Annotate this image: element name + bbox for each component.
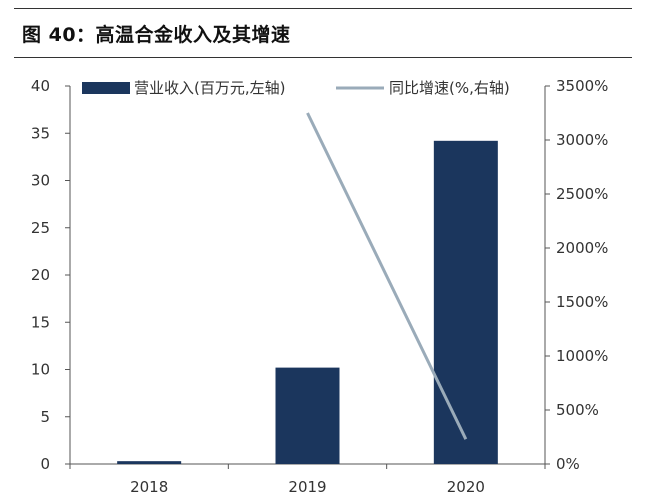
left-y-tick-label: 10 xyxy=(31,361,50,379)
right-y-tick-label: 3500% xyxy=(556,77,608,95)
legend-label-revenue: 营业收入(百万元,左轴) xyxy=(134,79,285,97)
left-y-tick-label: 5 xyxy=(40,408,50,426)
left-y-tick-label: 40 xyxy=(31,77,50,95)
left-y-tick-label: 20 xyxy=(31,266,50,284)
top-rule xyxy=(14,8,632,9)
growth-rate-line xyxy=(306,112,468,440)
x-tick-label: 2018 xyxy=(130,478,168,496)
right-y-tick-label: 1000% xyxy=(556,347,608,365)
bar-2020 xyxy=(433,140,498,464)
legend-label-growth: 同比增速(%,右轴) xyxy=(389,79,510,97)
chart-title: 图 40：高温合金收入及其增速 xyxy=(22,24,291,46)
right-y-tick-label: 2500% xyxy=(556,185,608,203)
right-y-tick-label: 2000% xyxy=(556,239,608,257)
bar-2018 xyxy=(117,461,182,464)
x-tick-label: 2020 xyxy=(447,478,485,496)
right-y-tick-label: 3000% xyxy=(556,131,608,149)
title-rule xyxy=(14,57,632,58)
bar-2019 xyxy=(275,367,340,464)
legend-swatch-revenue xyxy=(82,82,130,94)
right-y-tick-label: 0% xyxy=(556,455,580,473)
left-y-tick-label: 0 xyxy=(40,455,50,473)
left-y-tick-label: 35 xyxy=(31,124,50,142)
x-tick-label: 2019 xyxy=(288,478,326,496)
left-y-tick-label: 25 xyxy=(31,219,50,237)
left-y-tick-label: 15 xyxy=(31,313,50,331)
right-y-tick-label: 1500% xyxy=(556,293,608,311)
left-y-tick-label: 30 xyxy=(31,172,50,190)
right-y-tick-label: 500% xyxy=(556,401,599,419)
